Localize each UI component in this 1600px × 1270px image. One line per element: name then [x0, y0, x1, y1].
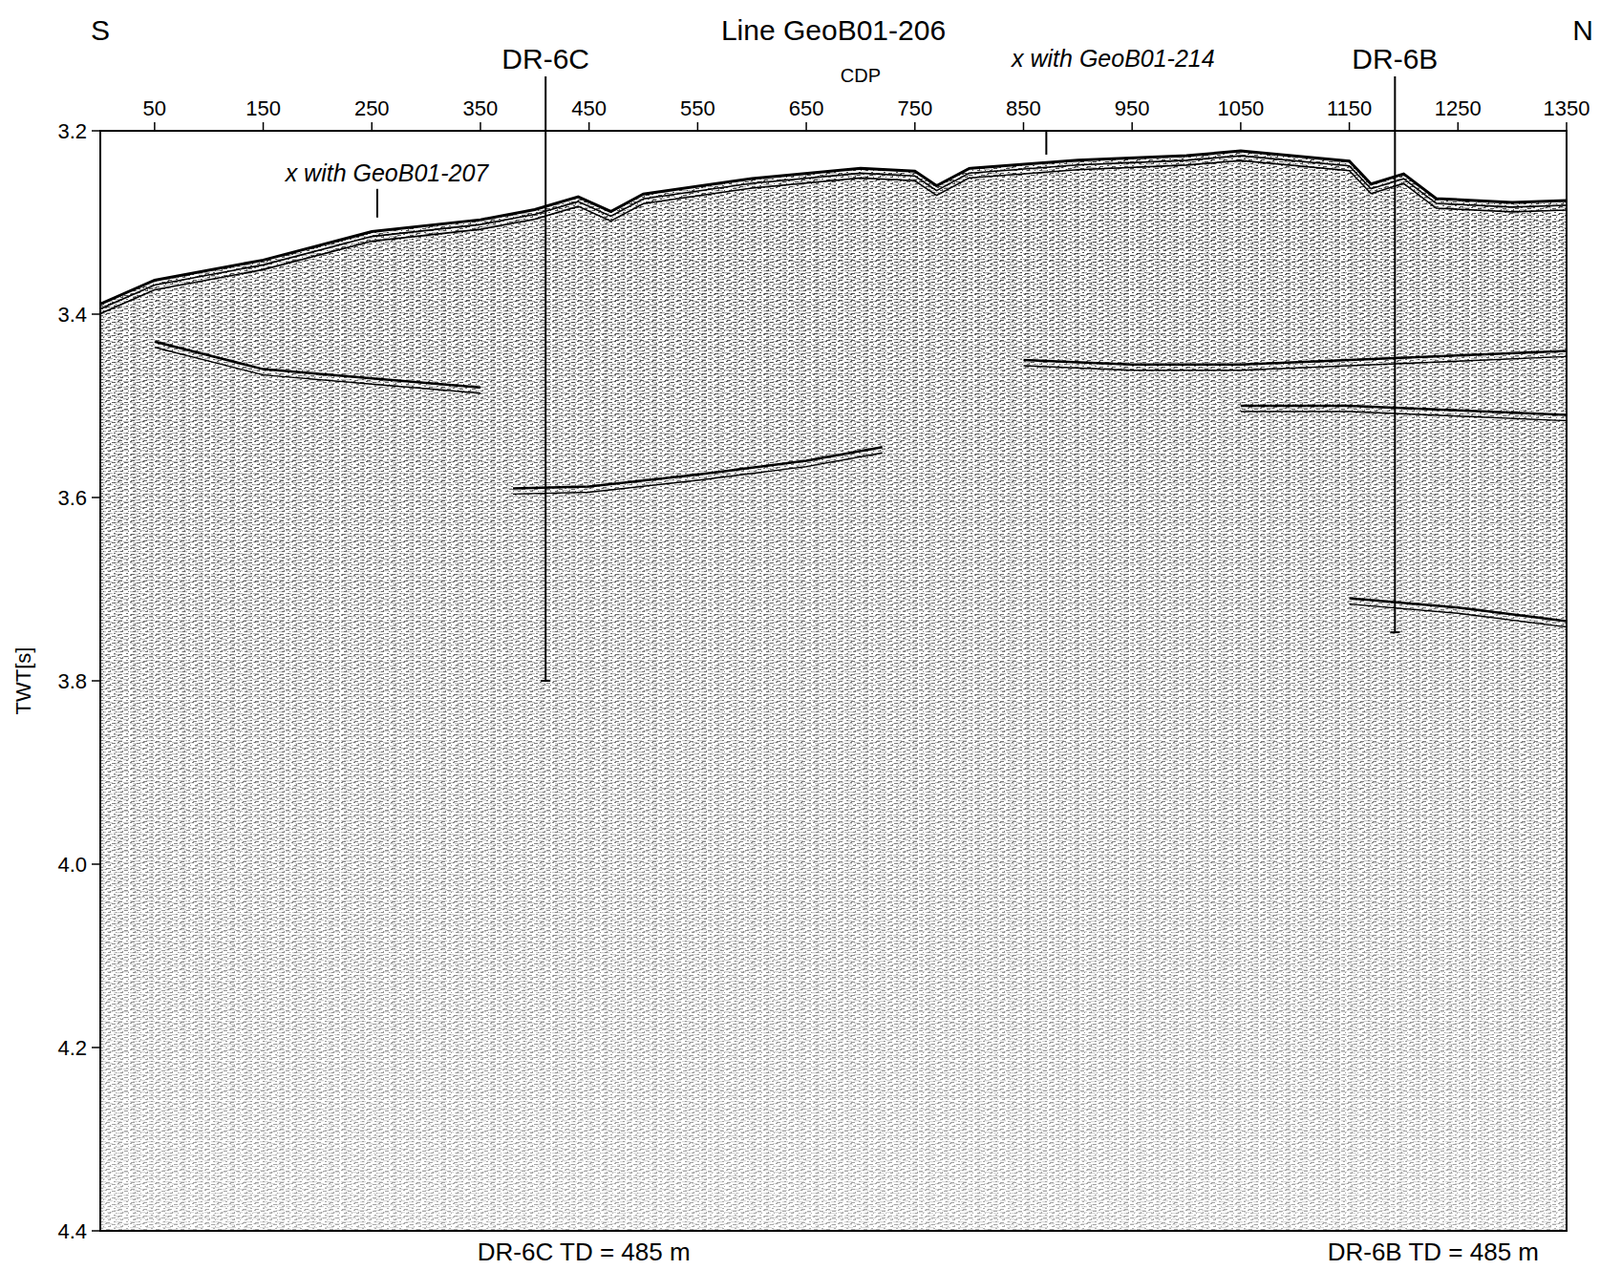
- reflector: [154, 347, 481, 394]
- x-tick-label: 450: [571, 96, 607, 121]
- reflector: [512, 452, 883, 494]
- td-label: DR-6C TD = 485 m: [477, 1237, 691, 1267]
- x-tick: [1130, 122, 1133, 131]
- x-tick: [262, 122, 265, 131]
- x-tick-label: 350: [463, 96, 499, 121]
- crossing-label: x with GeoB01-207: [284, 159, 491, 187]
- y-axis-title: TWT[s]: [11, 647, 36, 716]
- y-tick-label: 3.8: [57, 669, 87, 694]
- well: [1393, 76, 1396, 633]
- direction-label: N: [1572, 14, 1594, 46]
- depth-fade: [100, 130, 1567, 1232]
- x-tick: [697, 122, 700, 131]
- well: [544, 76, 547, 682]
- x-tick: [1457, 122, 1460, 131]
- x-tick-label: 250: [354, 96, 390, 121]
- plot-area: [100, 130, 1567, 1232]
- x-tick-label: 750: [896, 96, 933, 121]
- x-tick-label: 1250: [1434, 96, 1482, 121]
- x-tick-label: 550: [680, 96, 716, 121]
- y-tick: [91, 1046, 101, 1049]
- y-tick-label: 3.6: [57, 486, 87, 511]
- reflector: [512, 447, 883, 489]
- x-tick: [1348, 122, 1351, 131]
- y-tick: [91, 680, 101, 683]
- well-bottom: [1389, 631, 1400, 634]
- y-tick-label: 4.0: [57, 853, 87, 877]
- x-tick-label: 650: [789, 96, 825, 121]
- x-tick-label: 850: [1005, 96, 1042, 121]
- x-tick-label: 1050: [1216, 96, 1264, 121]
- x-tick: [914, 122, 917, 131]
- reflector: [1023, 356, 1567, 370]
- x-tick: [1565, 122, 1568, 131]
- seafloor: [100, 155, 1567, 309]
- crossing-tick: [1045, 130, 1047, 155]
- y-tick: [91, 129, 101, 132]
- x-tick-label: 950: [1114, 96, 1151, 121]
- title: Line GeoB01-206: [721, 14, 946, 46]
- x-tick-label: 1150: [1326, 96, 1372, 121]
- x-tick: [805, 122, 808, 131]
- y-tick: [91, 863, 101, 866]
- x-tick: [479, 122, 482, 131]
- direction-label: S: [90, 14, 110, 46]
- x-tick: [588, 122, 591, 131]
- well-label: DR-6C: [501, 42, 590, 75]
- y-tick: [91, 313, 101, 316]
- y-tick: [91, 1230, 101, 1233]
- x-tick-label: 150: [245, 96, 281, 121]
- reflector: [1349, 598, 1567, 622]
- x-tick-label: 1350: [1543, 96, 1591, 121]
- crossing-tick: [376, 189, 379, 218]
- td-label: DR-6B TD = 485 m: [1327, 1237, 1539, 1267]
- well-bottom: [540, 680, 551, 683]
- crossing-label: x with GeoB01-214: [1010, 44, 1216, 72]
- reflector: [1240, 411, 1567, 422]
- well-label: DR-6B: [1351, 42, 1438, 75]
- x-tick-label: 50: [143, 96, 167, 121]
- reflector: [1023, 350, 1567, 364]
- x-axis-title: CDP: [840, 64, 881, 86]
- label-patch: [281, 158, 493, 188]
- x-tick: [1023, 122, 1025, 131]
- y-tick-label: 3.2: [57, 119, 87, 144]
- reflector: [154, 341, 481, 388]
- x-tick: [1239, 122, 1242, 131]
- x-tick: [153, 122, 156, 131]
- seafloor: [100, 150, 1567, 304]
- frame: [100, 130, 1567, 1232]
- y-tick-label: 4.4: [57, 1219, 87, 1244]
- chart: 50 150 250 350 450 550 650 750 850 950 1050 1150 125…: [0, 0, 1600, 1270]
- y-tick-label: 3.4: [57, 302, 87, 327]
- x-tick: [371, 122, 374, 131]
- reflector: [1349, 604, 1567, 628]
- y-tick: [91, 496, 101, 499]
- y-tick-label: 4.2: [57, 1036, 87, 1061]
